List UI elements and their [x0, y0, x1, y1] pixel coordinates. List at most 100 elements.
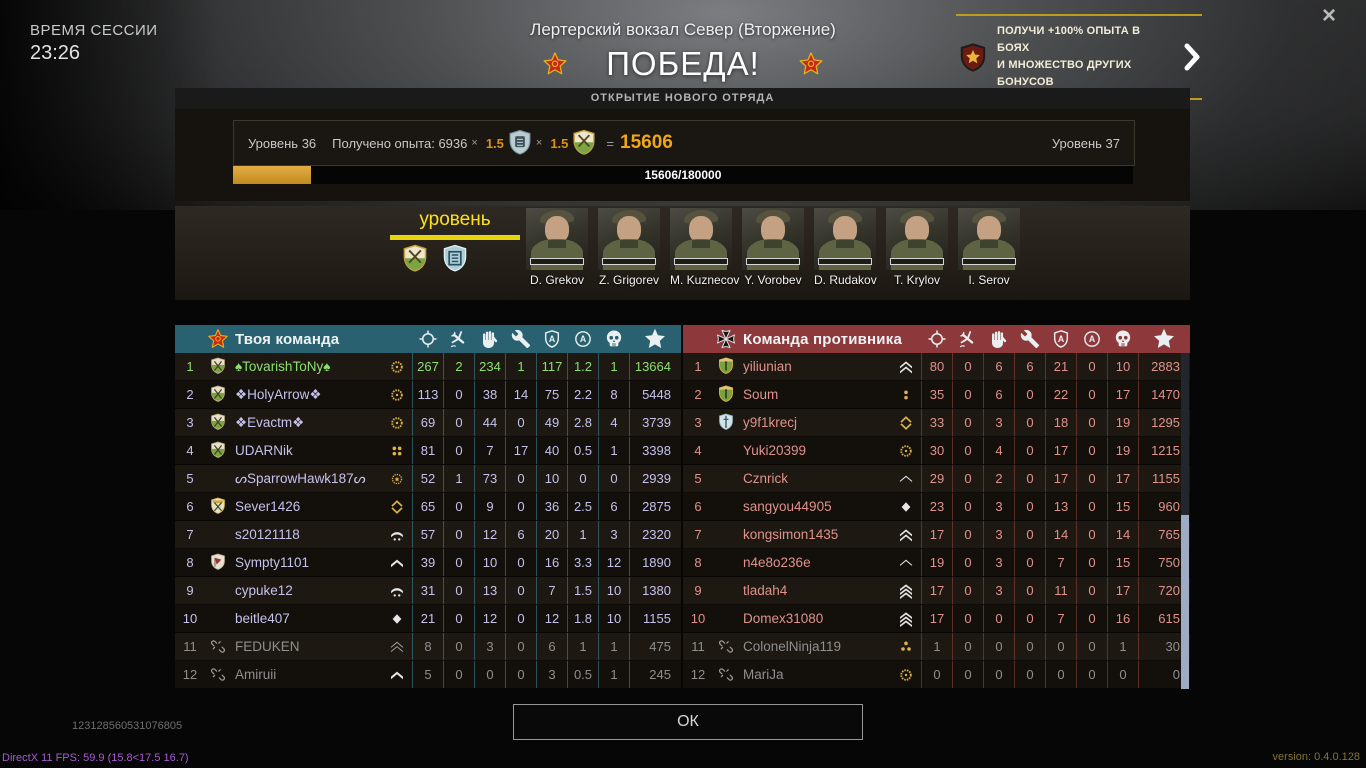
soldier-card[interactable]: D. Grekov [526, 208, 588, 287]
table-row[interactable]: 7 s20121118 57 0 12 6 20 1 3 2320 [175, 521, 681, 549]
stat-cell: 0 [443, 633, 474, 660]
stat-cell: 1 [598, 633, 629, 660]
rank-insignia-cell [382, 555, 412, 571]
stat-cell: 0 [1014, 381, 1045, 408]
star-icon [1152, 327, 1176, 351]
player-name: cypuke12 [235, 583, 293, 598]
player-name: ❖HolyArrow❖ [235, 386, 322, 402]
table-row[interactable]: 5 ᔕSparrowHawk187ᔕ 52 1 73 0 10 0 0 2939 [175, 465, 681, 493]
stat-cell: 13 [1045, 493, 1076, 520]
table-row[interactable]: 10 Domex31080 17 0 0 0 7 0 16 615 [683, 605, 1190, 633]
score-cell: 615 [1138, 605, 1190, 632]
soldier-collar [692, 240, 710, 248]
table-row[interactable]: 12 Amiruii 5 0 0 0 3 0.5 1 245 [175, 661, 681, 689]
stat-column-header [474, 329, 505, 350]
scrollbar-thumb[interactable] [1181, 515, 1189, 689]
stat-cell: 10 [598, 605, 629, 632]
rank-cell: 6 [694, 499, 702, 514]
stat-cell: 2 [983, 465, 1014, 492]
table-row[interactable]: 12 MariJa 0 0 0 0 0 0 0 0 [683, 661, 1190, 689]
stat-cell: 6 [1014, 353, 1045, 380]
rank-insignia-dots2-icon [898, 387, 914, 403]
rank-insignia-cell [382, 611, 412, 627]
soldier-portrait [814, 208, 876, 270]
soldier-card[interactable]: T. Krylov [886, 208, 948, 287]
table-row[interactable]: 6 Sever1426 65 0 9 0 36 2.5 6 2875 [175, 493, 681, 521]
soldier-xp-bar [674, 258, 728, 265]
stat-cell: 1.5 [567, 577, 598, 604]
player-name: Soum [743, 387, 779, 402]
score-cell: 2875 [629, 493, 681, 520]
table-row[interactable]: 9 tladah4 17 0 3 0 11 0 17 720 [683, 577, 1190, 605]
stat-cell: 80 [921, 353, 952, 380]
ok-button[interactable]: ОК [513, 704, 863, 740]
table-row[interactable]: 3 y9f1krecj 33 0 3 0 18 0 19 1295 [683, 409, 1190, 437]
soldier-collar [908, 240, 926, 248]
soldier-xp-bar [746, 258, 800, 265]
soldier-face [833, 216, 857, 243]
rank-cell: 5 [186, 471, 194, 486]
stat-cell: 0 [1076, 661, 1107, 688]
table-row[interactable]: 11 ColonelNinja119 1 0 0 0 0 0 1 30 [683, 633, 1190, 661]
team-table-enemies: Команда противника 1 yiliunian 80 0 6 6 21 0 10 28… [683, 325, 1190, 689]
squad-roster-shield-icon[interactable] [442, 244, 468, 275]
squad-infantry-shield-icon[interactable] [402, 244, 428, 275]
table-row[interactable]: 4 UDARNik 81 0 7 17 40 0.5 1 3398 [175, 437, 681, 465]
xp-progress-fill [233, 166, 312, 184]
circle-a-icon [1082, 329, 1102, 349]
clan-badge-icon [210, 553, 226, 572]
table-row[interactable]: 1 yiliunian 80 0 6 6 21 0 10 2883 [683, 353, 1190, 381]
player-name: n4e8o236e [743, 555, 811, 570]
squad-shield-tabs [402, 244, 468, 275]
soviet-emblem-icon [207, 328, 229, 350]
table-row[interactable]: 8 Sympty1101 39 0 10 0 16 3.3 12 1890 [175, 549, 681, 577]
stat-cell: 3 [983, 577, 1014, 604]
stat-column-header [921, 329, 952, 349]
close-button[interactable]: × [1321, 2, 1336, 29]
table-row[interactable]: 1 ♠TovarishToNy♠ 267 2 234 1 117 1.2 1 13664 [175, 353, 681, 381]
table-row[interactable]: 8 n4e8o236e 19 0 3 0 7 0 15 750 [683, 549, 1190, 577]
rank-insignia-wreath-icon [898, 667, 914, 683]
score-cell: 2320 [629, 521, 681, 548]
stat-cell: 0 [505, 409, 536, 436]
clan-badge-cell [713, 665, 739, 684]
player-name: ColonelNinja119 [743, 639, 842, 654]
soldier-card[interactable]: D. Rudakov [814, 208, 877, 287]
table-row[interactable]: 5 Cznrick 29 0 2 0 17 0 17 1155 [683, 465, 1190, 493]
stat-cell: 35 [921, 381, 952, 408]
stat-cell: 16 [1107, 605, 1138, 632]
soldier-card[interactable]: I. Serov [958, 208, 1020, 287]
soldier-card[interactable]: M. Kuznecov [670, 208, 739, 287]
table-row[interactable]: 2 ❖HolyArrow❖ 113 0 38 14 75 2.2 8 5448 [175, 381, 681, 409]
xp-base-value: 6936 [438, 135, 468, 151]
rank-insignia-cell [382, 359, 412, 375]
stat-cell: 19 [921, 549, 952, 576]
stat-cell: 15 [1107, 549, 1138, 576]
table-row[interactable]: 10 beitle407 21 0 12 0 12 1.8 10 1155 [175, 605, 681, 633]
stat-column-header [1014, 329, 1045, 349]
premium-promo-banner[interactable]: ПОЛУЧИ +100% ОПЫТА В БОЯХ И МНОЖЕСТВО ДР… [956, 14, 1202, 101]
soldier-portrait [958, 208, 1020, 270]
rank-insignia-cell [891, 387, 921, 403]
stat-cell: 0 [1014, 409, 1045, 436]
scrollbar-track[interactable] [1181, 353, 1189, 689]
stat-cell: 0 [1076, 605, 1107, 632]
soldier-xp-bar [530, 258, 584, 265]
player-name: Sever1426 [235, 499, 301, 514]
table-row[interactable]: 6 sangyou44905 23 0 3 0 13 0 15 960 [683, 493, 1190, 521]
soldier-card[interactable]: Z. Grigorev [598, 208, 660, 287]
team-header: Твоя команда [175, 325, 681, 353]
table-row[interactable]: 3 ❖Evactm❖ 69 0 44 0 49 2.8 4 3739 [175, 409, 681, 437]
table-row[interactable]: 9 cypuke12 31 0 13 0 7 1.5 10 1380 [175, 577, 681, 605]
player-name: kongsimon1435 [743, 527, 839, 542]
rank-insignia-chevron-outline-icon [898, 555, 914, 571]
rank-insignia-chevron3-icon [898, 583, 914, 599]
rank-insignia-cell [891, 667, 921, 683]
table-row[interactable]: 11 FEDUKEN 8 0 3 0 6 1 1 475 [175, 633, 681, 661]
soldier-card[interactable]: Y. Vorobev [742, 208, 804, 287]
table-row[interactable]: 4 Yuki20399 30 0 4 0 17 0 19 1215 [683, 437, 1190, 465]
stat-cell: 0.5 [567, 661, 598, 688]
table-row[interactable]: 2 Soum 35 0 6 0 22 0 17 1470 [683, 381, 1190, 409]
table-row[interactable]: 7 kongsimon1435 17 0 3 0 14 0 14 765 [683, 521, 1190, 549]
stat-cell: 0 [474, 661, 505, 688]
